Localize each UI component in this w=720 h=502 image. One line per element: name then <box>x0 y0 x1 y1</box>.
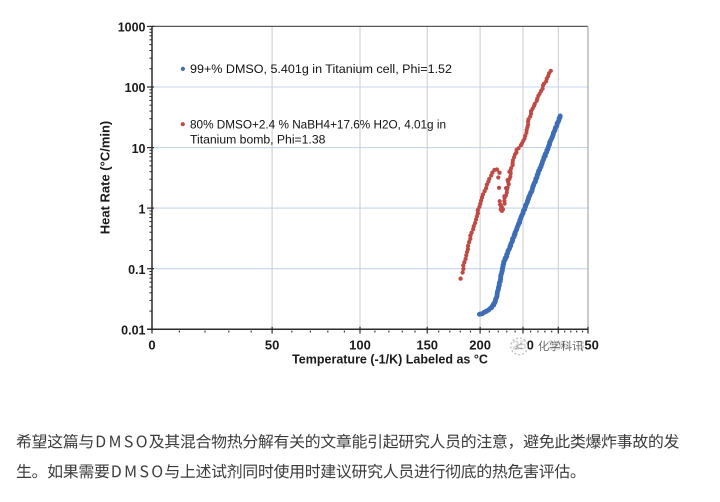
svg-text:Temperature (-1/K) Labeled as: Temperature (-1/K) Labeled as °C <box>292 352 488 366</box>
svg-text:0.01: 0.01 <box>121 324 145 338</box>
svg-text:100: 100 <box>349 338 371 353</box>
svg-text:150: 150 <box>416 338 438 353</box>
svg-text:Heat Rate (°C/min): Heat Rate (°C/min) <box>98 121 113 235</box>
svg-text:0: 0 <box>148 338 155 353</box>
svg-text:99+% DMSO, 5.401g in Titanium: 99+% DMSO, 5.401g in Titanium cell, Phi=… <box>190 62 452 76</box>
svg-text:1000: 1000 <box>118 21 146 35</box>
svg-text:80% DMSO+2.4 % NaBH4+17.6% H2O: 80% DMSO+2.4 % NaBH4+17.6% H2O, 4.01g in <box>190 118 446 132</box>
svg-text:Titanium bomb, Phi=1.38: Titanium bomb, Phi=1.38 <box>190 133 326 147</box>
svg-text:100: 100 <box>125 81 146 95</box>
svg-text:1: 1 <box>139 202 146 216</box>
svg-text:50: 50 <box>265 338 279 353</box>
svg-text:200: 200 <box>469 338 491 353</box>
svg-text:0.1: 0.1 <box>128 263 145 277</box>
svg-text:10: 10 <box>132 142 146 156</box>
